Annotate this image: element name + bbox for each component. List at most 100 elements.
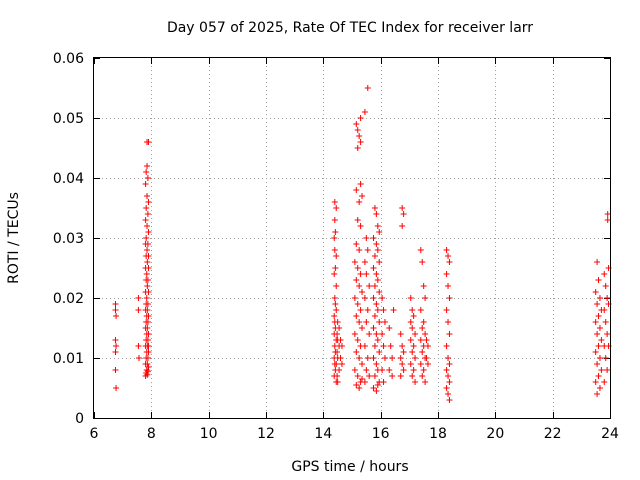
data-point (389, 355, 396, 361)
data-point (331, 313, 338, 319)
data-point (144, 259, 151, 265)
data-point (356, 355, 363, 361)
y-tick-label: 0.04 (53, 171, 84, 187)
data-point (144, 175, 151, 181)
x-axis-label: GPS time / hours (291, 459, 408, 475)
data-point (374, 307, 381, 313)
data-point (445, 373, 452, 379)
data-point (143, 205, 150, 211)
data-point (594, 391, 601, 397)
y-tick-label: 0 (75, 411, 84, 427)
data-point (420, 319, 427, 325)
x-tick-label: 12 (257, 426, 275, 442)
data-point (357, 181, 364, 187)
data-point (446, 259, 453, 265)
data-point (604, 331, 611, 337)
data-point (399, 361, 406, 367)
data-point (595, 343, 602, 349)
data-point (409, 307, 416, 313)
data-point (592, 319, 599, 325)
data-point (379, 367, 386, 373)
data-point (601, 379, 608, 385)
data-point (604, 217, 611, 223)
x-tick-label: 8 (147, 426, 156, 442)
y-tick-label: 0.05 (53, 111, 84, 127)
data-point (333, 253, 340, 259)
data-point (410, 343, 417, 349)
data-point (397, 331, 404, 337)
data-point (400, 367, 407, 373)
data-point (424, 361, 431, 367)
data-point (407, 295, 414, 301)
data-point (143, 295, 150, 301)
y-tick-label: 0.06 (53, 51, 84, 67)
data-point (379, 295, 386, 301)
data-point (374, 382, 381, 388)
data-point (443, 385, 450, 391)
data-point (422, 295, 429, 301)
data-point (359, 289, 366, 295)
data-point (332, 301, 339, 307)
data-point (353, 241, 360, 247)
data-point (419, 373, 426, 379)
data-point (443, 343, 450, 349)
data-point (332, 265, 339, 271)
data-point (604, 211, 611, 217)
data-point (364, 247, 371, 253)
data-point (356, 133, 363, 139)
data-point (331, 247, 338, 253)
data-point (366, 331, 373, 337)
data-point (337, 337, 344, 343)
data-point (359, 325, 366, 331)
data-point (113, 343, 120, 349)
data-point (380, 307, 387, 313)
data-point (357, 139, 364, 145)
data-point (331, 373, 338, 379)
data-point (351, 367, 358, 373)
data-point (337, 355, 344, 361)
data-point (604, 367, 611, 373)
data-point (592, 379, 599, 385)
data-point (354, 373, 361, 379)
data-point (354, 127, 361, 133)
data-point (112, 337, 119, 343)
data-point (376, 259, 383, 265)
data-point (145, 289, 152, 295)
data-point (353, 382, 360, 388)
data-point (112, 349, 119, 355)
x-tick-label: 10 (200, 426, 218, 442)
data-point (332, 229, 339, 235)
data-point (379, 331, 386, 337)
data-point (445, 391, 452, 397)
y-tick-label: 0.03 (53, 231, 84, 247)
data-point (357, 271, 364, 277)
data-point (412, 355, 419, 361)
data-point (594, 331, 601, 337)
data-point (370, 355, 377, 361)
data-point (423, 337, 430, 343)
data-point (143, 301, 150, 307)
data-point (420, 283, 427, 289)
data-point (366, 373, 373, 379)
data-point (361, 109, 368, 115)
data-point (135, 343, 142, 349)
plot-frame (93, 57, 611, 419)
data-point (333, 379, 340, 385)
data-point (332, 325, 339, 331)
data-point (376, 349, 383, 355)
data-point (354, 265, 361, 271)
data-point (143, 349, 150, 355)
data-point (602, 283, 609, 289)
data-point (399, 223, 406, 229)
data-point (338, 361, 345, 367)
data-point (353, 187, 360, 193)
data-point (354, 145, 361, 151)
data-point (145, 265, 152, 271)
data-point (361, 259, 368, 265)
x-tick-label: 20 (486, 426, 504, 442)
data-point (381, 319, 388, 325)
data-point (331, 361, 338, 367)
x-tick-label: 18 (429, 426, 447, 442)
data-point (412, 379, 419, 385)
